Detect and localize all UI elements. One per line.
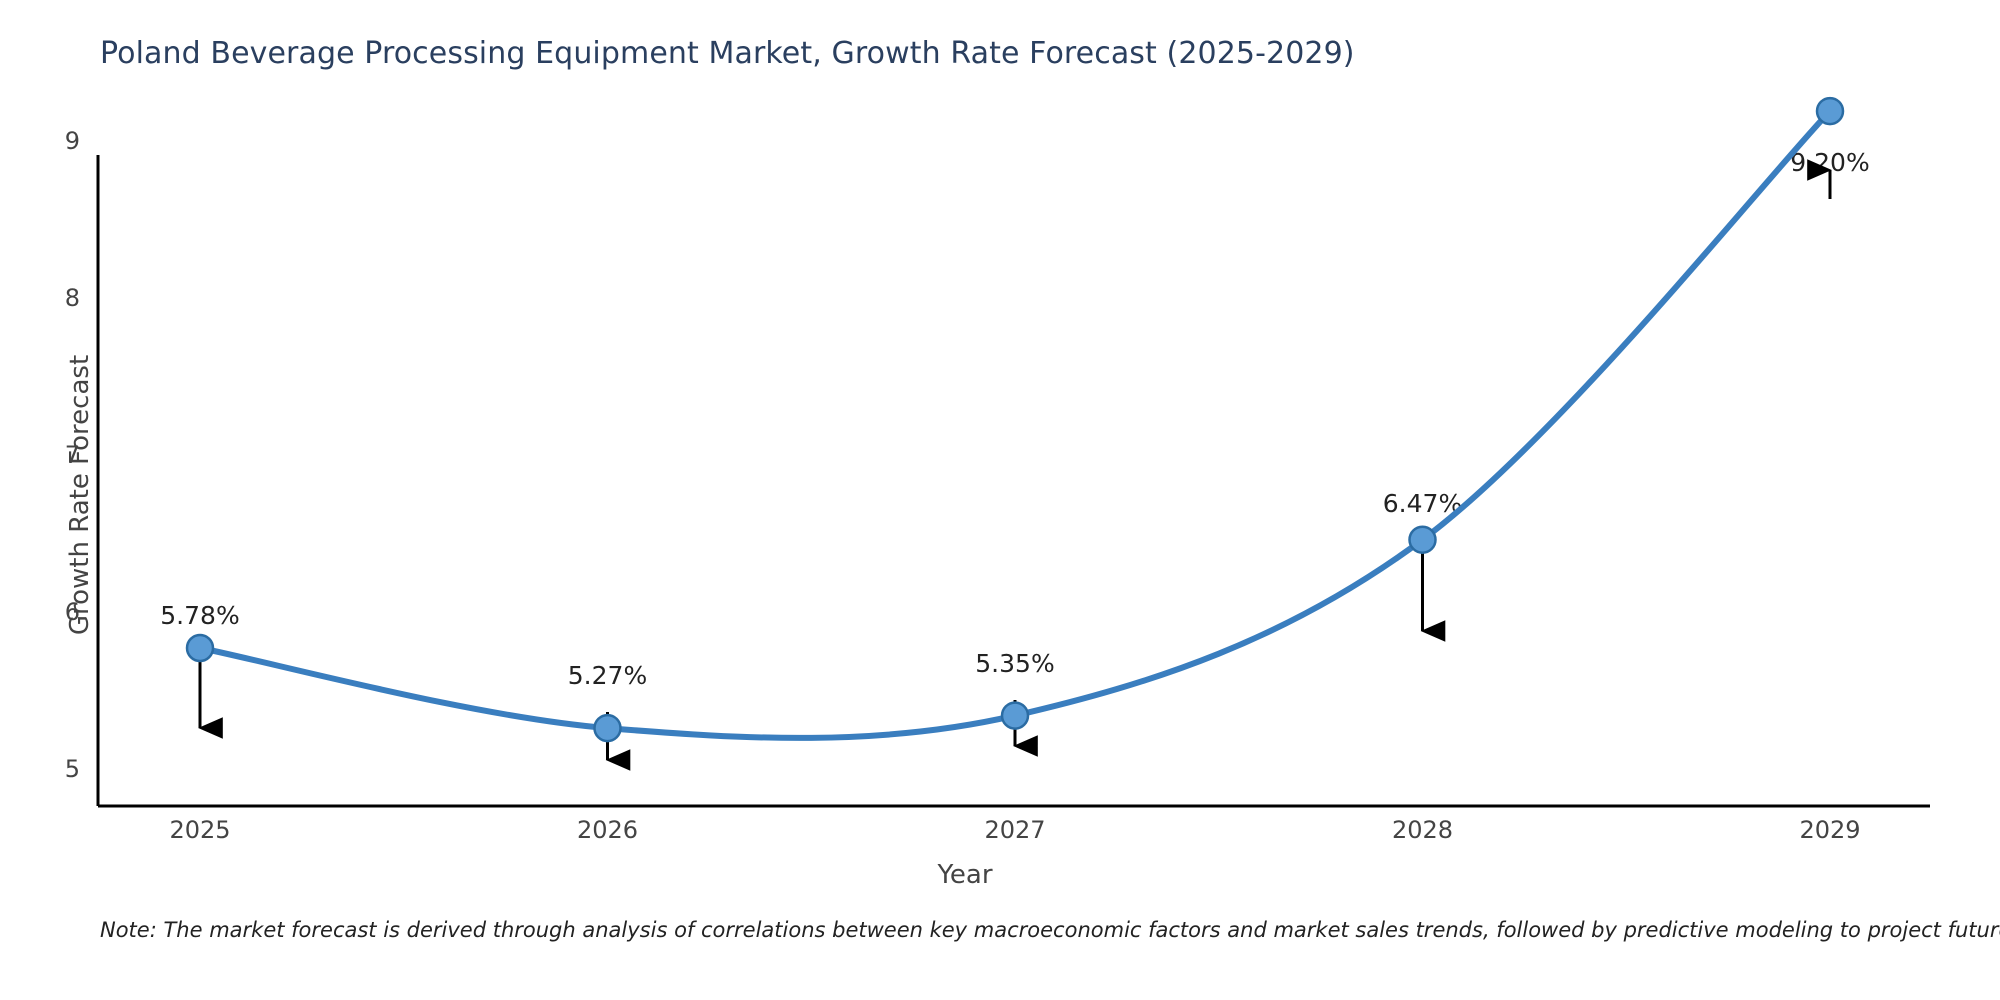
data-point-label: 5.78%: [160, 601, 240, 630]
data-point-marker[interactable]: [185, 633, 215, 663]
x-tick-label: 2026: [576, 816, 639, 844]
data-point-marker[interactable]: [1815, 96, 1845, 126]
data-point-label: 6.47%: [1382, 489, 1463, 518]
chart-title: Poland Beverage Processing Equipment Mar…: [100, 36, 1355, 71]
data-point-label: 5.35%: [975, 649, 1055, 678]
data-point-marker[interactable]: [593, 713, 622, 743]
x-tick-label: 2028: [1391, 816, 1454, 844]
x-tick-label: 2025: [169, 816, 231, 844]
x-axis-title: Year: [937, 860, 993, 890]
growth-rate-line: [197, 108, 1833, 741]
data-point-marker[interactable]: [1000, 701, 1030, 730]
chart-footnote: Note: The market forecast is derived thr…: [100, 918, 2000, 942]
y-tick-label: 5: [64, 754, 80, 783]
x-tick-label: 2029: [1799, 816, 1861, 844]
y-tick-label: 9: [64, 126, 80, 155]
y-tick-label: 8: [64, 283, 80, 312]
data-point-marker[interactable]: [1408, 525, 1437, 554]
x-tick-label: 2027: [984, 816, 1046, 844]
y-tick-label: 6: [64, 597, 80, 626]
y-tick-label: 7: [64, 440, 80, 469]
data-point-label: 5.27%: [567, 661, 648, 690]
